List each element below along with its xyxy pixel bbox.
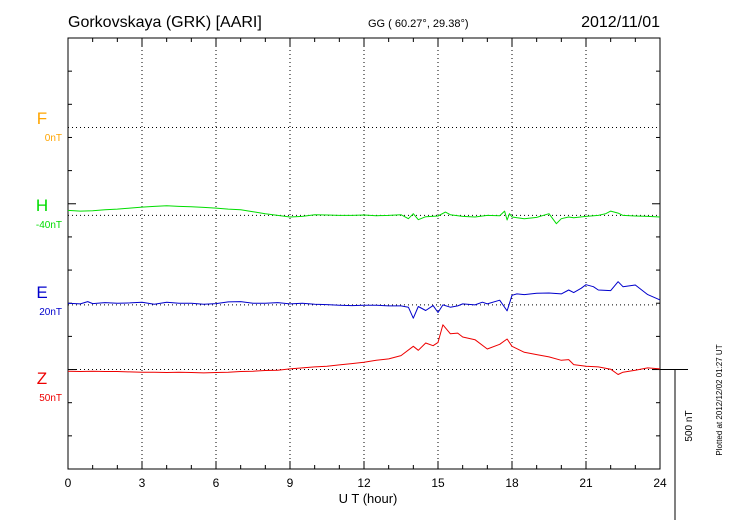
station-title: Gorkovskaya (GRK) [AARI] [68,14,262,31]
scale-bar-label: 500 nT [684,410,695,441]
x-tick-label: 12 [357,476,371,490]
series-name-z: Z [37,369,47,388]
x-tick-label: 24 [653,476,667,490]
plotted-at-note: Plotted at 2012/12/02 01:27 UT [715,344,724,455]
series-label-h: H -40nT [36,196,62,231]
plot-date: 2012/11/01 [581,14,660,31]
x-axis-label: U T (hour) [339,491,398,506]
scale-bar: 500 nT [660,369,695,520]
x-tick-label: 3 [139,476,146,490]
x-tick-label: 6 [213,476,220,490]
x-tick-label: 15 [431,476,445,490]
series-baseline-z: 50nT [39,393,62,404]
series-label-e: E 20nT [36,283,62,318]
x-tick-label: 0 [65,476,72,490]
trace-e [67,281,661,319]
series-baseline-f: 0nT [45,133,62,144]
series-name-f: F [37,109,47,128]
axis-ticks [67,37,661,470]
series-traces [67,205,661,375]
series-name-h: H [36,196,48,215]
x-tick-label: 18 [505,476,519,490]
gridlines [68,38,660,469]
x-tick-labels: 0 3 6 9 12 15 18 21 24 [65,476,667,490]
series-label-z: Z 50nT [37,369,62,404]
x-tick-label: 9 [287,476,294,490]
station-coordinates: GG ( 60.27°, 29.38°) [368,18,469,30]
trace-h [67,205,661,225]
series-label-f: F 0nT [37,109,62,144]
series-name-e: E [36,283,47,302]
series-baseline-h: -40nT [36,220,62,231]
series-baseline-e: 20nT [39,307,62,318]
trace-z [67,324,661,375]
x-tick-label: 21 [579,476,593,490]
